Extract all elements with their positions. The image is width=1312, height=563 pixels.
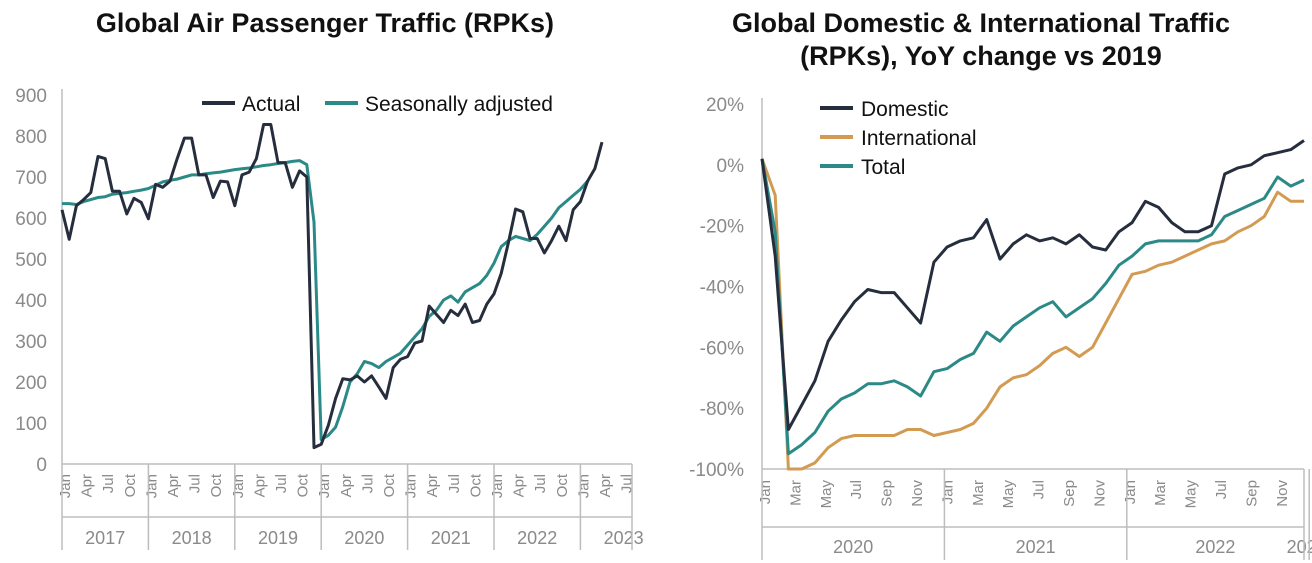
y-tick-label: 0% [717, 156, 745, 177]
x-year-label: 2019 [258, 528, 298, 548]
x-month-label: May [1000, 480, 1017, 509]
x-year-label: 2020 [344, 528, 384, 548]
y-tick-label: 20% [706, 95, 744, 116]
x-month-label: Jul [359, 474, 376, 493]
x-month-label: Jan [143, 474, 160, 498]
x-month-label: Apr [165, 474, 182, 497]
left-chart-panel: Global Air Passenger Traffic (RPKs) 0 100… [0, 0, 650, 563]
x-month-label: Nov [1091, 480, 1108, 507]
y-tick-label: 500 [15, 250, 47, 271]
legend-label: Actual [242, 93, 300, 116]
y-tick-label: 400 [15, 291, 47, 312]
x-month-label: Jul [100, 474, 117, 493]
x-month-label: Jul [532, 474, 549, 493]
series-line-domestic [760, 139, 1305, 431]
x-year-label: 2021 [1016, 537, 1056, 557]
y-tick-label: 600 [15, 209, 47, 230]
x-month-label: Jan [57, 474, 74, 498]
x-month-label: Oct [295, 473, 312, 497]
right-chart-svg: -100% -80% -60% -40% -20% 0% 20% Jan Mar May Jul Se… [689, 95, 1312, 560]
x-month-label: Apr [597, 474, 614, 497]
x-month-label: Jan [489, 474, 506, 498]
x-month-label: Jul [1213, 480, 1230, 499]
x-month-label: Oct [208, 473, 225, 497]
y-tick-label: -100% [689, 460, 744, 481]
y-tick-label: 700 [15, 168, 47, 189]
x-month-label: Jan [403, 474, 420, 498]
x-year-label: 2022 [517, 528, 557, 548]
legend-label: Seasonally adjusted [365, 93, 553, 116]
x-month-label: Jul [187, 474, 204, 493]
x-month-label: Jul [446, 474, 463, 493]
x-month-label: Mar [1152, 480, 1169, 506]
y-tick-label: -60% [700, 338, 744, 359]
x-month-label: Jan [575, 474, 592, 498]
x-month-label: Apr [251, 474, 268, 497]
y-tick-label: 800 [15, 127, 47, 148]
x-month-label: Oct [467, 473, 484, 497]
x-year-label: 2017 [85, 528, 125, 548]
series-line-international [760, 158, 1304, 471]
x-year-label: 2023 [604, 528, 644, 548]
x-month-label: Jan [1122, 480, 1139, 504]
left-chart-title: Global Air Passenger Traffic (RPKs) [95, 8, 555, 38]
x-month-label: Mar [970, 480, 987, 506]
series-line-actual [60, 123, 604, 450]
x-month-label: Jul [619, 474, 636, 493]
y-tick-label: -80% [700, 399, 744, 420]
right-chart-title-line2: (RPKs), YoY change vs 2019 [800, 41, 1162, 71]
y-tick-label: 900 [15, 86, 47, 107]
x-month-label: Apr [511, 474, 528, 497]
series-line-total [760, 158, 1305, 456]
x-month-label: Jan [939, 480, 956, 504]
x-year-label: 2022 [1195, 537, 1235, 557]
x-month-label: Jul [848, 480, 865, 499]
x-month-label: Apr [338, 474, 355, 497]
y-tick-label: -20% [700, 217, 744, 238]
y-tick-label: 300 [15, 332, 47, 353]
x-month-label: Oct [381, 473, 398, 497]
x-year-label: 2021 [431, 528, 471, 548]
x-month-label: Sep [1243, 480, 1260, 507]
x-month-label: Jan [316, 474, 333, 498]
x-month-label: Jul [1031, 480, 1048, 499]
x-month-label: Oct [122, 473, 139, 497]
x-year-label: 2018 [172, 528, 212, 548]
y-tick-label: 200 [15, 373, 47, 394]
x-month-label: May [818, 480, 835, 509]
right-chart-title-line1: Global Domestic & International Traffic [731, 8, 1231, 38]
x-month-label: May [1183, 480, 1200, 509]
x-month-label: Jul [273, 474, 290, 493]
right-chart-panel: Global Domestic & International Traffic … [650, 0, 1312, 563]
y-tick-label: -40% [700, 278, 744, 299]
x-month-label: Jan [230, 474, 247, 498]
x-month-label: Sep [879, 480, 896, 507]
legend-label: Total [861, 156, 905, 179]
x-month-label: Mar [787, 480, 804, 506]
x-month-label: Sep [1061, 480, 1078, 507]
x-month-label: Apr [424, 474, 441, 497]
y-tick-label: 0 [36, 455, 47, 476]
legend-label: International [861, 127, 977, 150]
y-tick-label: 100 [15, 414, 47, 435]
legend-label: Domestic [861, 98, 949, 121]
x-month-label: Nov [1274, 480, 1291, 507]
x-year-label: 2020 [833, 537, 873, 557]
x-month-label: Oct [554, 473, 571, 497]
x-month-label: Jan [757, 480, 774, 504]
x-month-label: Apr [79, 474, 96, 497]
x-year-label: 2023 [1287, 537, 1312, 557]
x-month-label: Nov [909, 480, 926, 507]
